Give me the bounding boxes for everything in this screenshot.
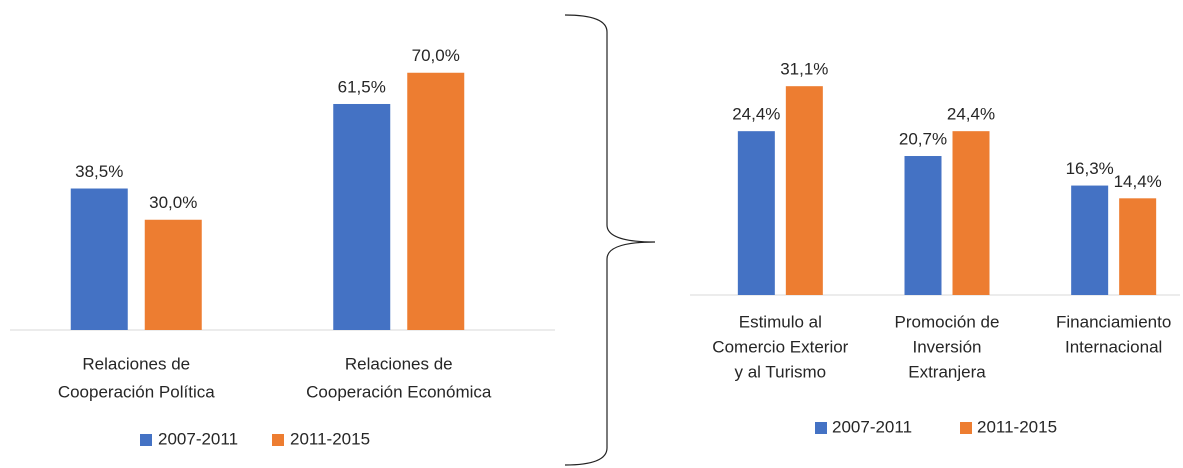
legend-label: 2007-2011 [158, 429, 238, 448]
data-label: 61,5% [338, 77, 386, 96]
bar [952, 131, 990, 295]
data-label: 14,4% [1114, 172, 1162, 191]
bar [333, 103, 391, 330]
x-tick-label: Relaciones de [82, 354, 190, 373]
legend-swatch [960, 422, 972, 434]
legend-swatch [272, 434, 284, 446]
legend-label: 2007-2011 [832, 417, 912, 436]
data-label: 70,0% [412, 46, 460, 65]
x-tick-label: y al Turismo [735, 362, 827, 381]
bar [904, 156, 942, 295]
bar [1119, 198, 1157, 295]
data-label: 30,0% [149, 193, 197, 212]
data-label: 38,5% [75, 162, 123, 181]
x-tick-label: Financiamiento [1056, 312, 1171, 331]
bar [70, 188, 128, 330]
data-label: 31,1% [780, 60, 828, 79]
brace [564, 14, 656, 466]
x-tick-label: Comercio Exterior [712, 337, 848, 356]
x-tick-label: Relaciones de [345, 354, 453, 373]
legend-label: 2011-2015 [977, 417, 1057, 436]
bar [1071, 185, 1109, 295]
x-tick-label: Cooperación Política [58, 382, 215, 401]
data-label: 20,7% [899, 129, 947, 148]
x-tick-label: Cooperación Económica [306, 382, 492, 401]
legend-swatch [140, 434, 152, 446]
x-tick-label: Inversión [913, 337, 982, 356]
legend-swatch [815, 422, 827, 434]
x-tick-label: Internacional [1065, 337, 1162, 356]
data-label: 24,4% [947, 105, 995, 124]
bar [785, 86, 823, 295]
bar [737, 131, 775, 295]
data-label: 16,3% [1066, 159, 1114, 178]
bar [407, 72, 465, 330]
data-label: 24,4% [732, 105, 780, 124]
x-tick-label: Estimulo al [739, 312, 822, 331]
x-tick-label: Promoción de [895, 312, 1000, 331]
bar [144, 219, 202, 330]
legend-label: 2011-2015 [290, 429, 370, 448]
x-tick-label: Extranjera [908, 362, 986, 381]
